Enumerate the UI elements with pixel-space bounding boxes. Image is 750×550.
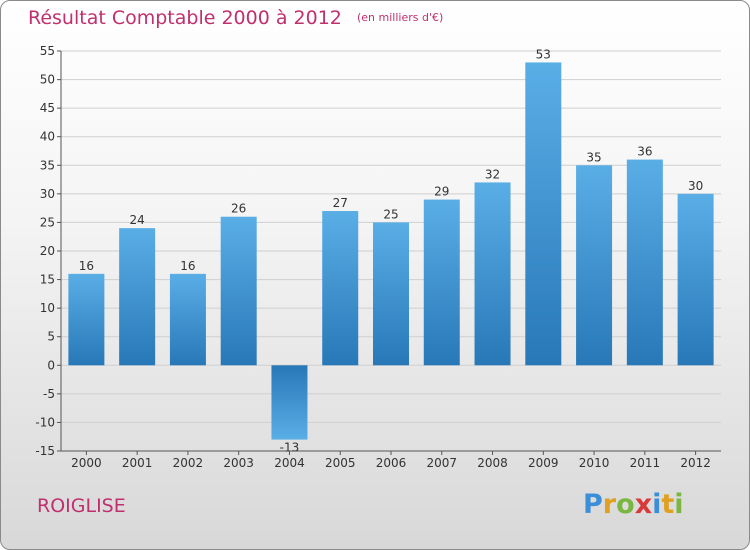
x-tick-label-2012: 2012 [680,456,711,470]
y-tick-label: 35 [40,158,55,172]
bar-2009 [525,62,562,366]
data-label-2002: 16 [180,259,195,273]
y-tick-label: 40 [40,130,55,144]
y-tick-label: -5 [43,387,55,401]
x-tick-label-2005: 2005 [325,456,356,470]
x-tick-label-2004: 2004 [274,456,305,470]
data-label-2001: 24 [130,213,145,227]
x-tick-label-2008: 2008 [477,456,508,470]
y-tick-label: 5 [47,330,55,344]
bar-2011 [626,159,663,366]
y-tick-label: 50 [40,73,55,87]
x-tick-label-2003: 2003 [223,456,254,470]
x-tick-label-2006: 2006 [376,456,407,470]
bar-2008 [474,182,511,366]
bar-2010 [576,165,613,366]
bar-2001 [119,228,156,366]
logo-letter: P [583,489,603,520]
chart-subtitle: (en milliers d'€) [356,11,444,24]
y-tick-label: -15 [35,444,55,458]
y-tick-label: -10 [35,415,55,429]
data-label-2005: 27 [333,196,348,210]
logo-letter: t [661,489,675,520]
y-tick-label: 0 [47,358,55,372]
bar-2012 [677,193,714,366]
data-label-2012: 30 [688,179,703,193]
y-tick-label: 10 [40,301,55,315]
bar-2007 [423,199,460,366]
x-tick-label-2007: 2007 [426,456,457,470]
data-label-2009: 53 [536,47,551,61]
logo-letter: x [634,489,653,520]
y-tick-label: 25 [40,215,55,229]
y-tick-label: 55 [40,44,55,58]
logo-letter: r [602,489,617,520]
bar-2002 [169,273,206,366]
chart-title-block: Résultat Comptable 2000 à 2012 (en milli… [28,7,443,29]
x-tick-label-2000: 2000 [71,456,102,470]
bar-2000 [68,273,105,366]
bar-2005 [322,211,359,366]
chart-title: Résultat Comptable 2000 à 2012 [28,7,342,29]
logo-letter: o [616,489,635,520]
x-tick-label-2011: 2011 [630,456,661,470]
data-label-2000: 16 [79,259,94,273]
y-tick-label: 30 [40,187,55,201]
town-name: ROIGLISE [37,495,126,517]
y-tick-label: 15 [40,273,55,287]
y-tick-label: 45 [40,101,55,115]
bar-2006 [373,222,409,366]
data-label-2003: 26 [231,202,246,216]
x-tick-label-2001: 2001 [122,456,153,470]
data-label-2004: -13 [280,441,300,455]
x-tick-label-2009: 2009 [528,456,559,470]
x-tick-label-2002: 2002 [173,456,204,470]
data-label-2007: 29 [434,185,449,199]
x-tick-label-2010: 2010 [579,456,610,470]
bar-2003 [220,216,257,366]
data-label-2006: 25 [383,207,398,221]
data-label-2011: 36 [637,145,652,159]
logo-letter: i [652,489,662,520]
bar-2004 [271,365,308,440]
data-label-2010: 35 [586,150,601,164]
logo-letter: i [674,489,684,520]
proxiti-logo: Proxiti [583,489,684,520]
y-tick-label: 20 [40,244,55,258]
data-label-2008: 32 [485,167,500,181]
